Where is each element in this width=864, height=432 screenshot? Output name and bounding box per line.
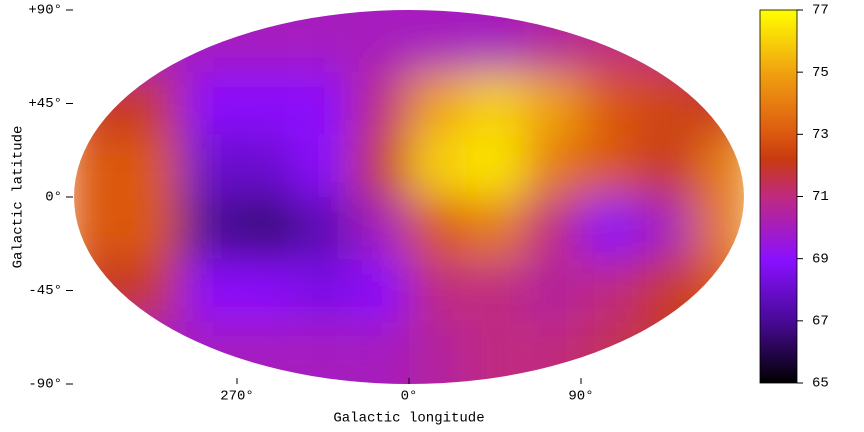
map-cell — [237, 10, 295, 73]
map-cell — [179, 134, 237, 197]
map-cell — [581, 259, 639, 322]
map-cell — [581, 10, 639, 73]
map-cell — [351, 197, 409, 260]
y-tick-label: +90° — [28, 3, 62, 19]
map-cell — [351, 72, 409, 135]
colorbar-tick-label: 67 — [812, 314, 829, 330]
colorbar — [759, 9, 798, 384]
map-cell — [466, 134, 524, 197]
map-cell — [179, 10, 237, 73]
map-cell — [179, 72, 237, 135]
map-cell — [179, 197, 237, 260]
map-cell — [351, 10, 409, 73]
map-cell — [638, 197, 696, 260]
colorbar-tick-label: 71 — [812, 189, 829, 205]
map-cell — [523, 10, 581, 73]
map-cell — [294, 134, 352, 197]
map-cell — [179, 321, 237, 384]
map-cell — [294, 197, 352, 260]
map-cell — [74, 321, 180, 384]
y-tick-label: 0° — [45, 190, 62, 206]
map-cell — [409, 10, 467, 73]
map-cell — [523, 259, 581, 322]
map-cell — [409, 72, 467, 135]
y-tick-label: -90° — [28, 377, 62, 393]
map-cell — [523, 72, 581, 135]
map-cell — [409, 321, 467, 384]
map-cell — [409, 197, 467, 260]
map-cell — [351, 259, 409, 322]
map-cell — [237, 134, 295, 197]
map-cell — [581, 197, 639, 260]
map-cell — [74, 10, 180, 73]
map-cell — [74, 72, 180, 135]
map-cell — [638, 10, 744, 73]
x-tick-label: 270° — [220, 389, 254, 405]
map-cell — [351, 321, 409, 384]
map-cell — [122, 10, 180, 73]
map-cell — [523, 321, 581, 384]
y-tick-label: +45° — [28, 96, 62, 112]
x-axis-label: Galactic longitude — [333, 411, 484, 427]
map-cell — [74, 134, 180, 197]
map-cell — [179, 259, 237, 322]
map-cell — [409, 134, 467, 197]
map-cell — [523, 134, 581, 197]
map-cell — [294, 10, 352, 73]
x-tick-label: 90° — [568, 389, 593, 405]
map-cell — [581, 321, 639, 384]
map-cell — [581, 72, 639, 135]
map-cell — [294, 72, 352, 135]
map-cell — [466, 197, 524, 260]
map-cell — [122, 321, 180, 384]
map-cell — [466, 10, 524, 73]
map-cell — [638, 72, 696, 135]
map-cell — [74, 197, 180, 260]
sky-map — [74, 10, 744, 384]
y-axis-label: Galactic latitude — [11, 126, 27, 269]
map-cell — [581, 134, 639, 197]
map-cell — [74, 259, 180, 322]
map-cell — [466, 321, 524, 384]
map-cell — [638, 321, 744, 384]
map-cell — [409, 259, 467, 322]
map-cell — [638, 259, 696, 322]
y-tick-label: -45° — [28, 283, 62, 299]
map-cell — [638, 10, 696, 73]
colorbar-tick-label: 73 — [812, 127, 829, 143]
colorbar-tick-label: 65 — [812, 376, 829, 392]
colorbar-tick-label: 75 — [812, 65, 829, 81]
map-cell — [294, 259, 352, 322]
map-cell — [466, 72, 524, 135]
map-cell — [294, 321, 352, 384]
colorbar-tick-label: 77 — [812, 3, 829, 19]
map-cell — [466, 259, 524, 322]
x-tick-label: 0° — [401, 389, 418, 405]
map-cell — [523, 197, 581, 260]
colorbar-tick-label: 69 — [812, 251, 829, 267]
map-cell — [638, 134, 696, 197]
map-cell — [237, 197, 295, 260]
map-cell — [237, 72, 295, 135]
map-cell — [237, 259, 295, 322]
map-cell — [638, 321, 696, 384]
map-cell — [237, 321, 295, 384]
map-cell — [351, 134, 409, 197]
